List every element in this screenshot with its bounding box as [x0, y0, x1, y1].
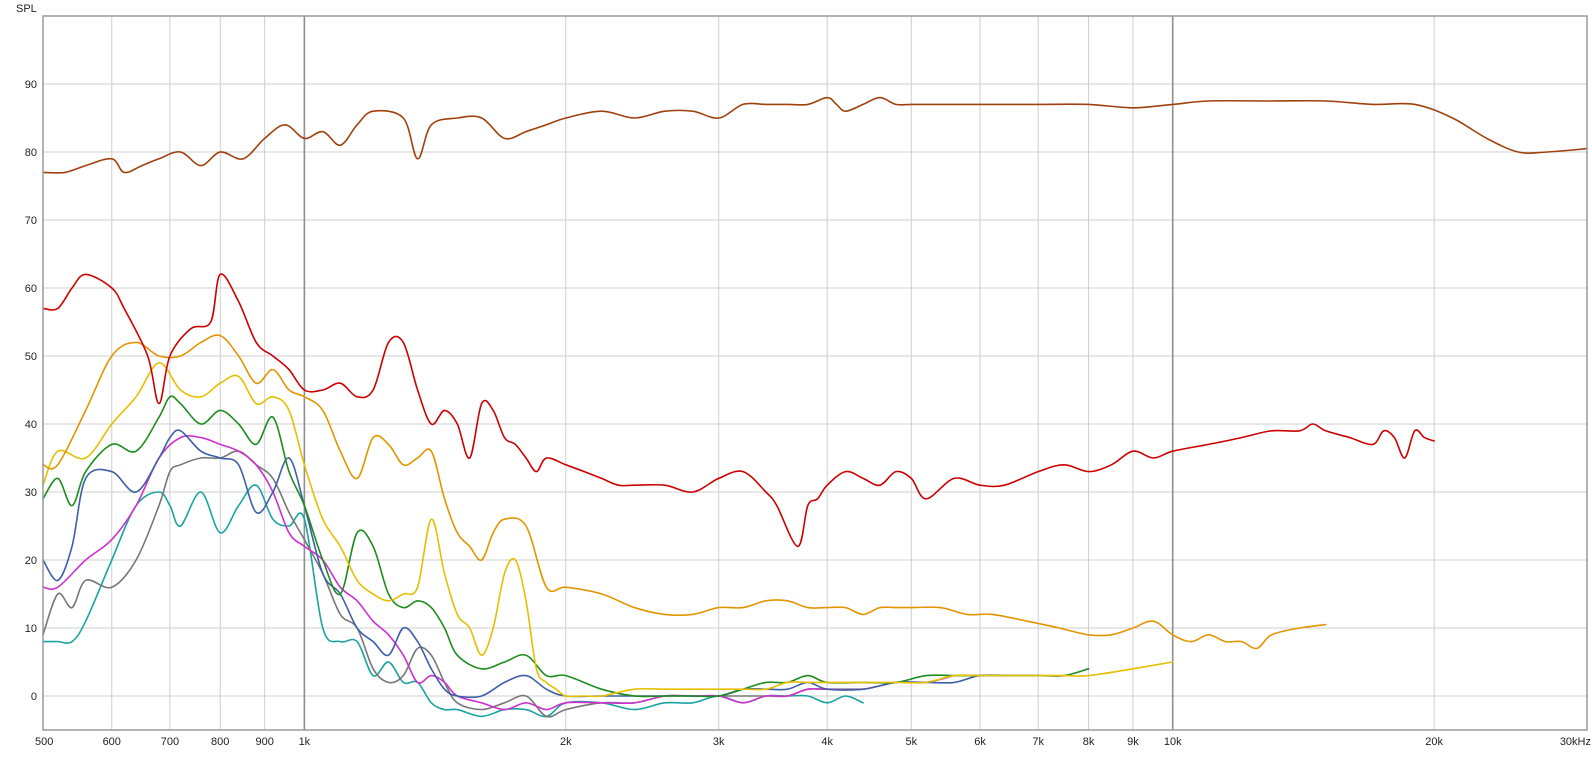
x-tick-label: 8k — [1083, 736, 1095, 748]
x-tick-label: 600 — [103, 736, 121, 748]
x-tick-label: 700 — [161, 736, 179, 748]
x-tick-label: 500 — [35, 736, 53, 748]
x-tick-label: 7k — [1032, 736, 1044, 748]
y-axis-title: SPL — [16, 3, 37, 15]
tick-labels: 0 10 20 30 40 50 60 70 80 90 500 600 700 800 900 1k 2k 3k… — [25, 79, 1591, 748]
y-tick-label: 90 — [25, 79, 37, 91]
y-tick-label: 70 — [25, 215, 37, 227]
y-tick-label: 60 — [25, 283, 37, 295]
y-tick-label: 20 — [25, 555, 37, 567]
y-tick-label: 30 — [25, 487, 37, 499]
plot-border — [42, 15, 1588, 731]
plot-frame — [42, 15, 1588, 731]
series-line-1 — [42, 96, 1588, 174]
x-tick-label: 10k — [1164, 736, 1182, 748]
y-tick-label: 10 — [25, 623, 37, 635]
x-tick-label: 4k — [821, 736, 833, 748]
y-tick-label: 50 — [25, 351, 37, 363]
series-line-2 — [42, 273, 1435, 548]
y-tick-label: 0 — [31, 691, 37, 703]
x-tick-label: 3k — [713, 736, 725, 748]
series-layer — [42, 96, 1588, 718]
y-tick-label: 40 — [25, 419, 37, 431]
y-tick-label: 80 — [25, 147, 37, 159]
x-tick-label: 5k — [906, 736, 918, 748]
x-tick-label: 800 — [211, 736, 229, 748]
x-tick-label: 30kHz — [1560, 736, 1591, 748]
x-tick-label: 2k — [560, 736, 572, 748]
series-line-3 — [42, 334, 1327, 650]
x-tick-label: 6k — [974, 736, 986, 748]
x-tick-label: 1k — [299, 736, 311, 748]
x-tick-label: 20k — [1425, 736, 1443, 748]
x-tick-label: 9k — [1127, 736, 1139, 748]
series-line-4 — [42, 362, 1174, 698]
series-line-7 — [42, 435, 955, 711]
x-tick-label: 900 — [255, 736, 273, 748]
